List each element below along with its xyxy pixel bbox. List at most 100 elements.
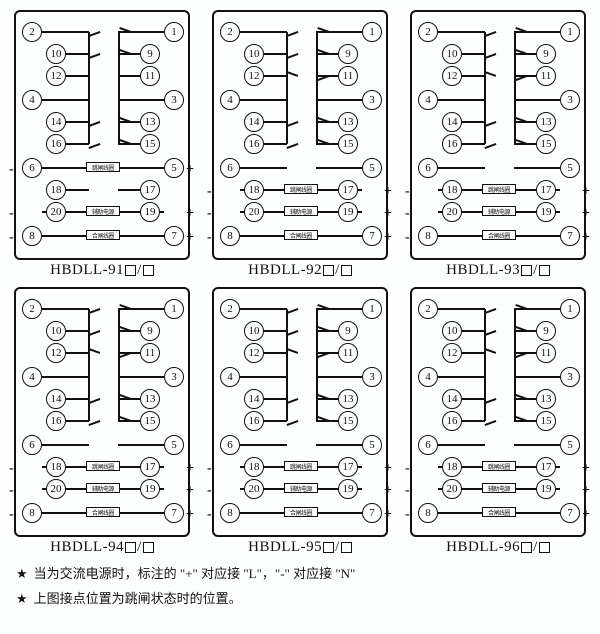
terminal: 18	[244, 457, 264, 477]
wire	[42, 308, 89, 310]
terminal: 15	[338, 411, 358, 431]
terminal: 3	[362, 367, 382, 387]
polarity-sign: +	[186, 206, 194, 222]
terminal: 20	[46, 479, 66, 499]
terminal: 10	[244, 44, 264, 64]
wire	[514, 376, 560, 378]
diagram-label: HBDLL-95/	[248, 539, 352, 556]
component-box: 合闸线圈	[284, 507, 318, 517]
terminal: 2	[220, 299, 240, 319]
placeholder-box-icon	[521, 542, 532, 553]
terminal: 13	[140, 112, 160, 132]
placeholder-box-icon	[539, 265, 550, 276]
star-icon: ★	[16, 591, 28, 606]
wire	[118, 189, 140, 191]
wire	[264, 143, 287, 145]
terminal: 8	[418, 226, 438, 246]
polarity-sign: -	[9, 230, 14, 246]
bus-left	[286, 32, 288, 144]
terminal: 17	[338, 180, 358, 200]
component-box: 跳闸线圈	[284, 184, 318, 194]
terminal: 10	[244, 321, 264, 341]
terminal: 5	[164, 435, 184, 455]
terminal: 2	[22, 299, 42, 319]
polarity-sign: +	[186, 230, 194, 246]
component-box: 跳闸线圈	[482, 461, 516, 471]
terminal: 8	[418, 503, 438, 523]
diagram-grid: 跳闸线圈辅助电源合闸线圈-+-+-+2143658710912111413161…	[0, 0, 600, 556]
diagram-label: HBDLL-94/	[50, 539, 154, 556]
wire	[120, 235, 164, 237]
terminal: 5	[362, 158, 382, 178]
wire	[264, 53, 287, 55]
terminal: 20	[244, 202, 264, 222]
terminal: 10	[46, 44, 66, 64]
terminal: 2	[22, 22, 42, 42]
label-slash: /	[533, 262, 538, 279]
terminal: 19	[338, 479, 358, 499]
placeholder-box-icon	[341, 542, 352, 553]
terminal: 17	[140, 180, 160, 200]
footnote-line: ★当为交流电源时，标注的 "+" 对应接 "L"，"-" 对应接 "N"	[16, 562, 584, 587]
bus-left	[484, 309, 486, 421]
terminal: 7	[560, 503, 580, 523]
wire	[118, 444, 164, 446]
terminal: 3	[362, 90, 382, 110]
wire	[66, 189, 89, 191]
wire	[66, 53, 89, 55]
terminal: 13	[536, 112, 556, 132]
polarity-sign: -	[405, 184, 410, 200]
placeholder-box-icon	[521, 265, 532, 276]
wire	[118, 308, 164, 310]
terminal: 16	[46, 134, 66, 154]
wire	[264, 420, 287, 422]
wire	[66, 75, 89, 77]
polarity-sign: +	[582, 206, 590, 222]
diagram-unit: 跳闸线圈辅助电源合闸线圈-+-+-+2143658710912111413161…	[10, 287, 194, 556]
placeholder-box-icon	[341, 265, 352, 276]
wire	[42, 167, 86, 169]
footnote-text: 当为交流电源时，标注的 "+" 对应接 "L"，"-" 对应接 "N"	[34, 566, 356, 581]
placeholder-box-icon	[143, 542, 154, 553]
diagram-label: HBDLL-93/	[446, 262, 550, 279]
label-slash: /	[533, 539, 538, 556]
wire	[438, 31, 485, 33]
wire	[316, 99, 362, 101]
wire	[514, 99, 560, 101]
relay-panel: 跳闸线圈辅助电源合闸线圈-+-+-+2143658710912111413161…	[212, 287, 388, 537]
polarity-sign: +	[384, 230, 392, 246]
terminal: 6	[220, 158, 240, 178]
terminal: 8	[22, 503, 42, 523]
terminal: 3	[560, 367, 580, 387]
wire	[42, 99, 89, 101]
terminal: 1	[164, 22, 184, 42]
wire	[462, 420, 485, 422]
wire	[42, 376, 89, 378]
wire	[120, 167, 164, 169]
label-slash: /	[335, 539, 340, 556]
page: 跳闸线圈辅助电源合闸线圈-+-+-+2143658710912111413161…	[0, 0, 600, 611]
polarity-sign: +	[384, 461, 392, 477]
terminal: 6	[220, 435, 240, 455]
wire	[66, 398, 89, 400]
relay-panel: 跳闸线圈辅助电源合闸线圈-+-+-+2143658710912111413161…	[410, 10, 586, 260]
wire	[264, 398, 287, 400]
terminal: 17	[140, 457, 160, 477]
diagram-unit: 跳闸线圈辅助电源合闸线圈-+-+-+2143658710912111413161…	[406, 10, 590, 279]
terminal: 10	[442, 321, 462, 341]
terminal: 12	[442, 66, 462, 86]
polarity-sign: -	[207, 184, 212, 200]
terminal: 4	[22, 90, 42, 110]
terminal: 5	[164, 158, 184, 178]
wire	[514, 308, 560, 310]
footnote-line: ★上图接点位置为跳闸状态时的位置。	[16, 587, 584, 612]
terminal: 16	[244, 411, 264, 431]
wire	[462, 121, 485, 123]
terminal: 1	[362, 22, 382, 42]
component-box: 辅助电源	[284, 483, 318, 493]
terminal: 13	[338, 389, 358, 409]
placeholder-box-icon	[323, 265, 334, 276]
polarity-sign: -	[207, 461, 212, 477]
wire	[118, 31, 164, 33]
label-slash: /	[335, 262, 340, 279]
